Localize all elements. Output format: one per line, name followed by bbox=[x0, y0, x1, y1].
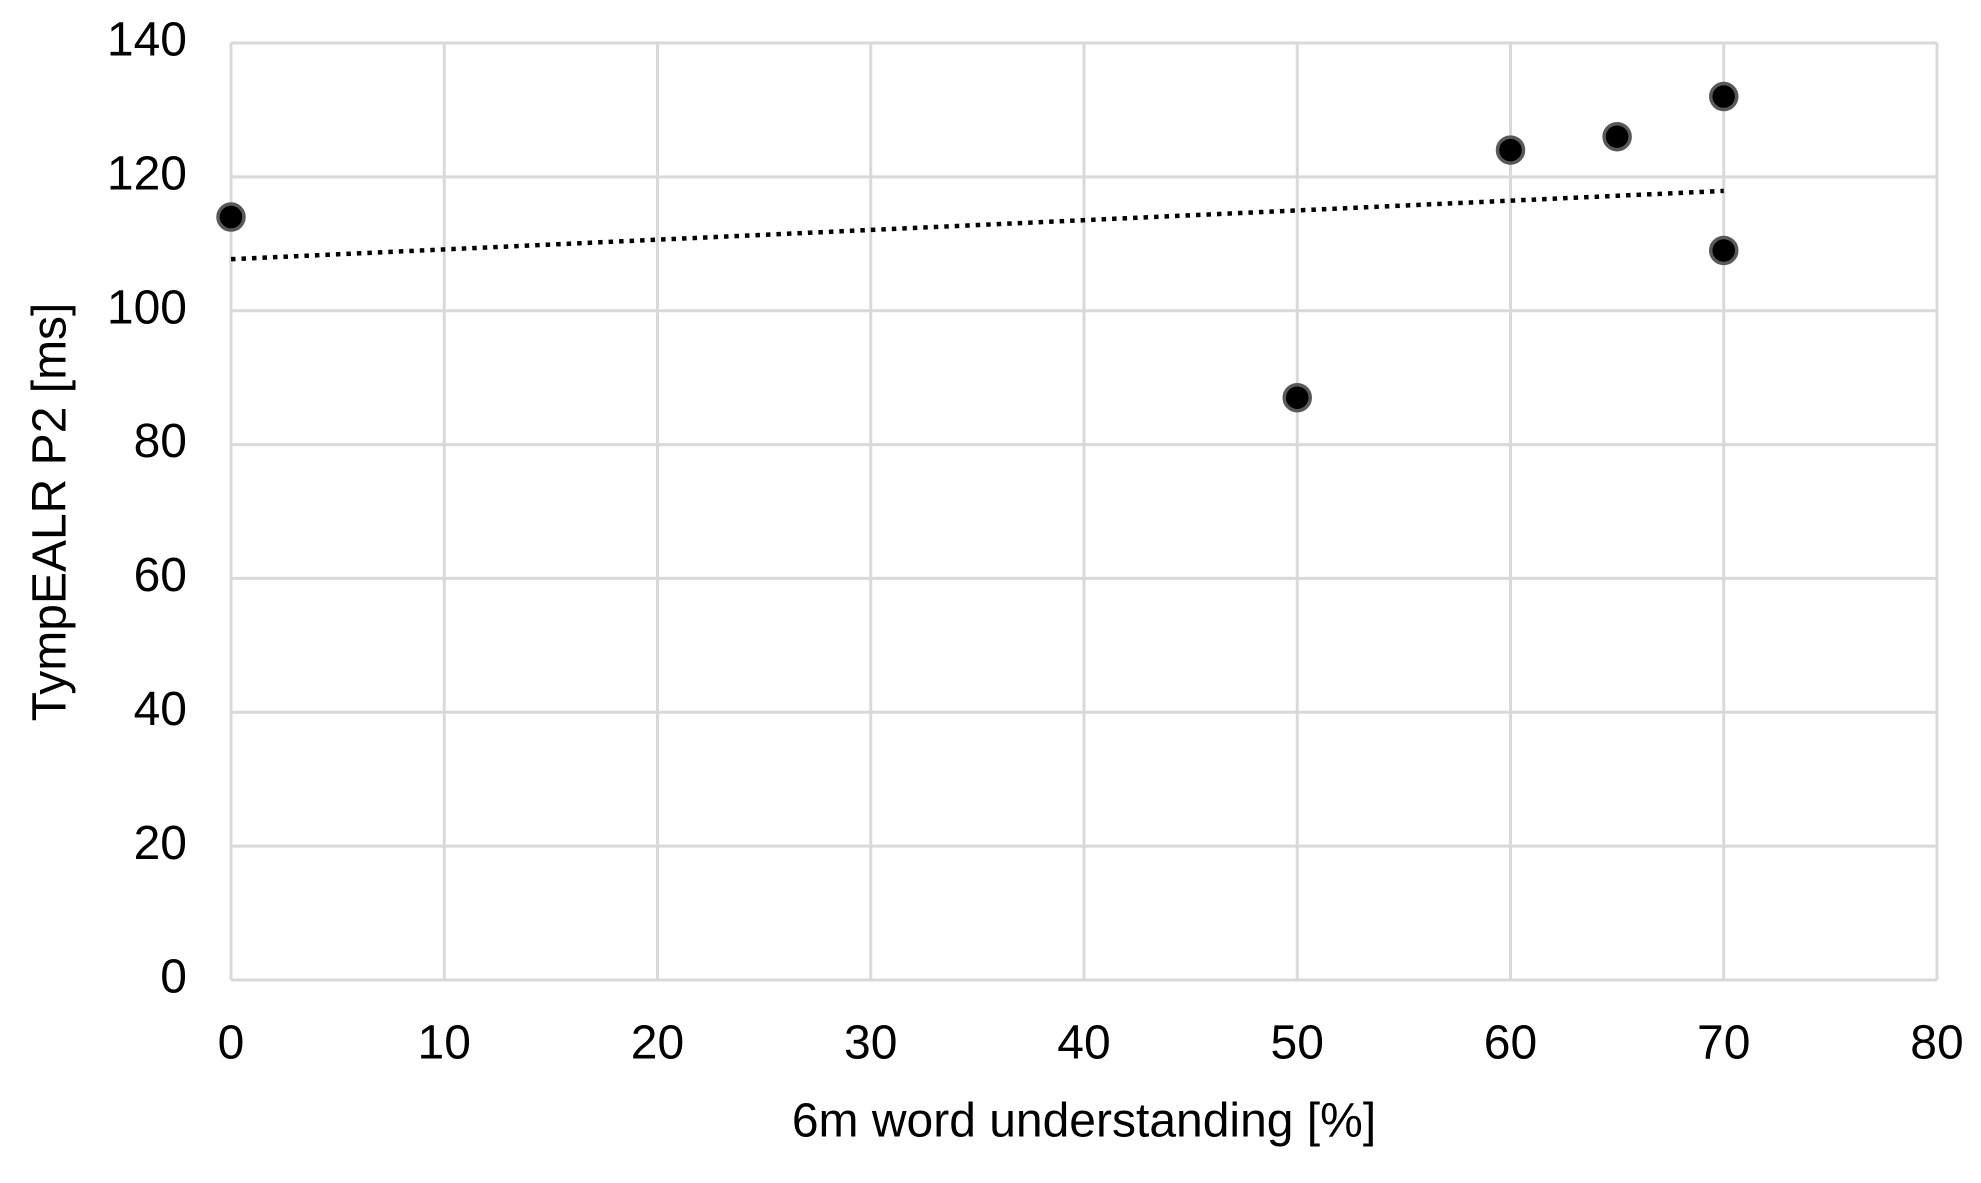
y-tick-label: 60 bbox=[134, 549, 187, 602]
y-tick-label: 120 bbox=[107, 148, 187, 201]
x-tick-label: 70 bbox=[1697, 1017, 1750, 1070]
x-tick-label: 50 bbox=[1271, 1017, 1324, 1070]
data-point bbox=[1709, 235, 1739, 266]
y-axis-title: TympEALR P2 [ms] bbox=[24, 303, 77, 722]
y-tick-label: 0 bbox=[160, 951, 187, 1004]
x-tick-label: 30 bbox=[844, 1017, 897, 1070]
y-tick-label: 140 bbox=[107, 14, 187, 67]
data-point bbox=[216, 202, 246, 232]
x-tick-label: 0 bbox=[218, 1017, 245, 1070]
x-tick-label: 60 bbox=[1484, 1017, 1537, 1070]
x-tick-label: 10 bbox=[418, 1017, 471, 1070]
data-point bbox=[1282, 382, 1312, 413]
x-tick-label: 40 bbox=[1057, 1017, 1110, 1070]
y-tick-label: 40 bbox=[134, 683, 187, 736]
x-axis-title: 6m word understanding [%] bbox=[792, 1095, 1376, 1148]
data-point bbox=[1709, 81, 1739, 112]
x-tick-label: 80 bbox=[1910, 1017, 1963, 1070]
y-tick-label: 100 bbox=[107, 281, 187, 334]
y-tick-label: 80 bbox=[134, 415, 187, 468]
x-tick-label: 20 bbox=[631, 1017, 684, 1070]
data-point bbox=[1602, 121, 1632, 152]
trendline bbox=[230, 188, 1724, 262]
y-tick-label: 20 bbox=[134, 817, 187, 870]
data-point bbox=[1495, 135, 1526, 165]
